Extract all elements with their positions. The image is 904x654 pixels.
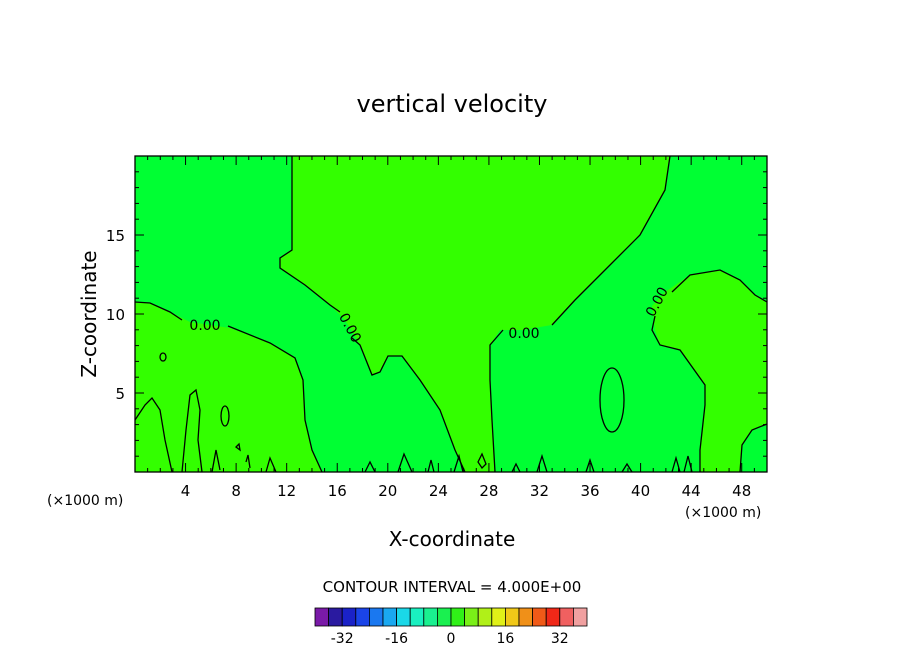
x-tick-label: 20 <box>378 482 397 500</box>
contour-line-right <box>651 315 706 472</box>
colorbar-label: 32 <box>551 631 569 647</box>
x-tick-label: 16 <box>328 482 347 500</box>
plot-area: 0.00 0.00 0.00 0.00 <box>134 155 768 473</box>
colorbar-swatch <box>341 607 357 627</box>
y-axis-label: Z-coordinate <box>77 250 101 377</box>
colorbar-label: 16 <box>496 631 514 647</box>
contour-line-center-right <box>489 155 671 473</box>
x-tick-label: 8 <box>231 482 241 500</box>
colorbar-label: 0 <box>447 631 456 647</box>
colorbar-swatch <box>477 607 493 627</box>
colorbar-swatch <box>328 607 343 627</box>
colorbar-swatch <box>436 607 452 627</box>
y-tick-label: 5 <box>115 385 125 403</box>
colorbar-swatch <box>450 607 466 627</box>
colorbar-swatch <box>518 607 534 627</box>
colorbar-swatch <box>532 607 547 627</box>
x-tick-label: 32 <box>530 482 549 500</box>
x-tick-label: 36 <box>580 482 599 500</box>
x-axis: 4 8 12 16 20 24 28 32 36 40 44 48 <box>147 156 755 500</box>
colorbar-swatch <box>423 607 438 627</box>
chart-title: vertical velocity <box>357 90 548 118</box>
contour-closed-3 <box>220 405 230 427</box>
contour-lines <box>134 155 768 473</box>
contour-line-center-left <box>279 156 466 473</box>
colorbar-swatch <box>545 607 561 627</box>
contour-label-left: 0.00 <box>189 318 220 334</box>
x-axis-label: X-coordinate <box>389 527 516 551</box>
x-tick-label: 28 <box>479 482 498 500</box>
contour-bumps-bottom-mid <box>364 452 548 473</box>
near-zero-region-left <box>135 302 322 472</box>
y-tick-label: 10 <box>106 306 125 324</box>
contour-line-left <box>134 301 323 473</box>
colorbar-swatch <box>409 607 425 627</box>
contour-small-loop <box>235 442 241 452</box>
x-unit-right: (×1000 m) <box>685 505 761 521</box>
colorbar-label: -32 <box>331 631 354 647</box>
contour-line-right-top <box>671 269 768 303</box>
near-zero-region-top <box>280 156 670 472</box>
colorbar-swatch <box>314 607 330 627</box>
colorbar-swatch <box>355 607 370 627</box>
x-tick-label: 40 <box>631 482 650 500</box>
contour-closed-1 <box>599 367 625 433</box>
colorbar-swatch <box>559 607 574 627</box>
colorbar-swatch <box>573 607 588 627</box>
colorbar-swatch <box>368 607 384 627</box>
x-tick-label: 4 <box>181 482 191 500</box>
y-tick-label: 15 <box>106 227 125 245</box>
colorbar-swatch <box>464 607 479 627</box>
colorbar-swatch <box>504 607 520 627</box>
x-unit-left: (×1000 m) <box>47 493 123 509</box>
y-axis: 5 10 15 <box>106 171 767 457</box>
contour-closed-2 <box>159 352 167 362</box>
colorbar-swatch <box>382 607 398 627</box>
contour-bumps-bottom-right <box>585 455 693 473</box>
x-tick-label: 24 <box>429 482 448 500</box>
colorbar-label: -16 <box>385 631 408 647</box>
x-tick-label: 48 <box>732 482 751 500</box>
contour-bumps-bottom-left <box>134 388 277 473</box>
contour-line-right-bottom <box>739 423 768 473</box>
x-tick-label: 44 <box>682 482 701 500</box>
colorbar-swatch <box>396 607 411 627</box>
colorbar <box>314 607 588 627</box>
contour-label-center-right: 0.00 <box>508 326 539 342</box>
near-zero-region-right <box>652 270 767 472</box>
colorbar-labels: -32 -16 0 16 32 <box>331 631 569 647</box>
colorbar-swatch <box>491 607 506 627</box>
x-tick-label: 12 <box>277 482 296 500</box>
contour-interval-text: CONTOUR INTERVAL = 4.000E+00 <box>323 578 582 596</box>
